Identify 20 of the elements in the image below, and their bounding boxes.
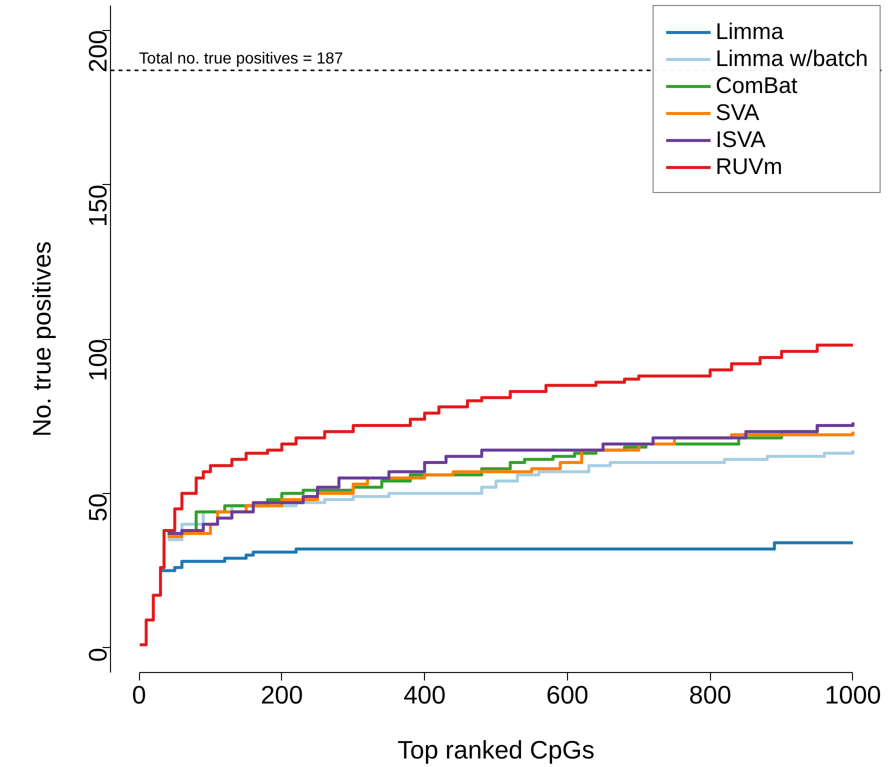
x-tick-label: 400 — [403, 682, 446, 710]
legend-label: SVA — [716, 99, 760, 126]
x-tick-label: 600 — [546, 682, 589, 710]
y-tick-label: 150 — [84, 184, 112, 227]
x-tick-label: 1000 — [824, 682, 882, 710]
x-tick-label: 800 — [689, 682, 732, 710]
x-tick-label: 200 — [260, 682, 303, 710]
x-tick-label: 0 — [132, 682, 146, 710]
legend-label: RUVm — [716, 153, 782, 180]
ref-line-label: Total no. true positives = 187 — [139, 50, 344, 68]
y-tick-label: 200 — [84, 30, 112, 72]
legend-label: Limma — [716, 18, 784, 45]
y-axis-title: No. true positives — [28, 241, 56, 437]
y-tick-label: 100 — [84, 338, 112, 382]
legend-label: ISVA — [716, 126, 766, 153]
y-tick-label: 50 — [84, 493, 112, 522]
legend-label: Limma w/batch — [716, 45, 868, 72]
legend-label: ComBat — [716, 72, 798, 99]
y-tick-label: 0 — [84, 648, 112, 662]
x-axis-title: Top ranked CpGs — [397, 736, 595, 764]
